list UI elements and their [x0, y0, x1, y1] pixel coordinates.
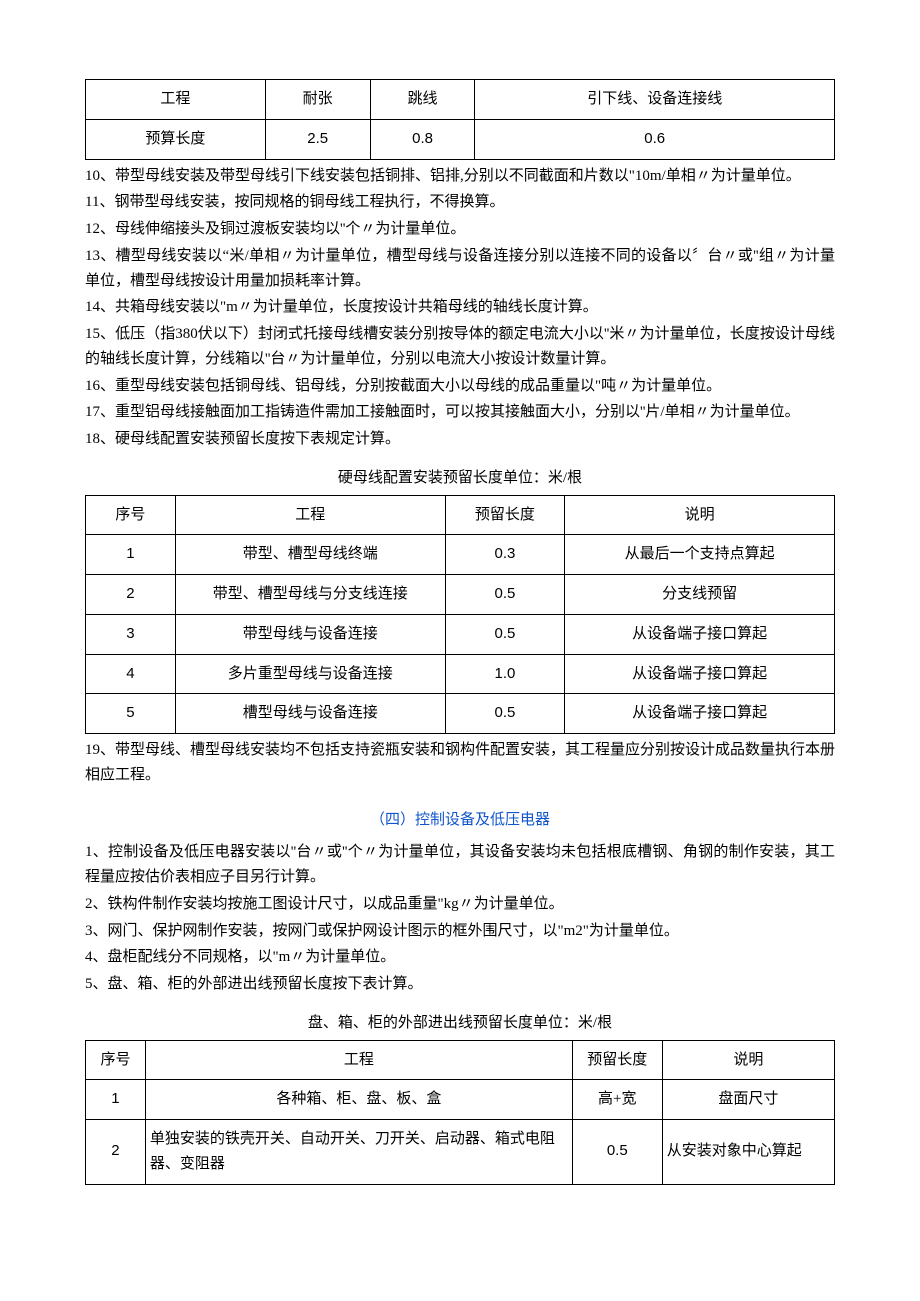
table-row: 4 多片重型母线与设备连接 1.0 从设备端子接口算起: [86, 654, 835, 694]
header-cell: 预留长度: [445, 495, 565, 535]
table-caption: 硬母线配置安装预留长度单位：米/根: [85, 466, 835, 491]
cell: 2: [86, 575, 176, 615]
cell: 0.8: [370, 119, 475, 159]
cell: 跳线: [370, 80, 475, 120]
table-header-row: 序号 工程 预留长度 说明: [86, 495, 835, 535]
paragraph: 4、盘柜配线分不同规格，以"m〃为计量单位。: [85, 945, 835, 970]
section-title: （四）控制设备及低压电器: [85, 808, 835, 833]
cell: 1: [86, 1080, 146, 1120]
cell: 0.5: [445, 575, 565, 615]
header-cell: 说明: [565, 495, 835, 535]
cell: 0.6: [475, 119, 835, 159]
header-cell: 序号: [86, 495, 176, 535]
paragraph: 19、带型母线、槽型母线安装均不包括支持瓷瓶安装和钢构件配置安装，其工程量应分别…: [85, 738, 835, 788]
paragraph: 17、重型铝母线接触面加工指铸造件需加工接触面时，可以按其接触面大小，分别以''…: [85, 400, 835, 425]
paragraph: 2、铁构件制作安装均按施工图设计尺寸，以成品重量"kg〃为计量单位。: [85, 892, 835, 917]
header-cell: 工程: [145, 1040, 572, 1080]
header-cell: 序号: [86, 1040, 146, 1080]
paragraph: 14、共箱母线安装以"m〃为计量单位，长度按设计共箱母线的轴线长度计算。: [85, 295, 835, 320]
cell: 从设备端子接口算起: [565, 614, 835, 654]
cell: 预算长度: [86, 119, 266, 159]
cell: 槽型母线与设备连接: [175, 694, 445, 734]
table-row: 1 各种箱、柜、盘、板、盒 高+宽 盘面尺寸: [86, 1080, 835, 1120]
paragraph: 12、母线伸缩接头及铜过渡板安装均以''个〃为计量单位。: [85, 217, 835, 242]
busbar-reserved-length-table: 序号 工程 预留长度 说明 1 带型、槽型母线终端 0.3 从最后一个支持点算起…: [85, 495, 835, 735]
table-row: 预算长度 2.5 0.8 0.6: [86, 119, 835, 159]
panel-reserved-length-table: 序号 工程 预留长度 说明 1 各种箱、柜、盘、板、盒 高+宽 盘面尺寸 2 单…: [85, 1040, 835, 1185]
table-row: 1 带型、槽型母线终端 0.3 从最后一个支持点算起: [86, 535, 835, 575]
cell: 多片重型母线与设备连接: [175, 654, 445, 694]
table-row: 工程 耐张 跳线 引下线、设备连接线: [86, 80, 835, 120]
table-header-row: 序号 工程 预留长度 说明: [86, 1040, 835, 1080]
cell: 0.5: [445, 614, 565, 654]
paragraph: 3、网门、保护网制作安装，按网门或保护网设计图示的框外围尺寸，以"m2"为计量单…: [85, 919, 835, 944]
paragraph: 18、硬母线配置安装预留长度按下表规定计算。: [85, 427, 835, 452]
header-cell: 工程: [175, 495, 445, 535]
table-row: 3 带型母线与设备连接 0.5 从设备端子接口算起: [86, 614, 835, 654]
cell: 带型母线与设备连接: [175, 614, 445, 654]
paragraph: 5、盘、箱、柜的外部进出线预留长度按下表计算。: [85, 972, 835, 997]
cell: 带型、槽型母线与分支线连接: [175, 575, 445, 615]
cell: 2.5: [265, 119, 370, 159]
cell: 从设备端子接口算起: [565, 694, 835, 734]
budget-length-table: 工程 耐张 跳线 引下线、设备连接线 预算长度 2.5 0.8 0.6: [85, 79, 835, 160]
paragraph: 13、槽型母线安装以“米/单相〃为计量单位，槽型母线与设备连接分别以连接不同的设…: [85, 244, 835, 294]
paragraph: 16、重型母线安装包括铜母线、铝母线，分别按截面大小以母线的成品重量以"吨〃为计…: [85, 374, 835, 399]
table-row: 5 槽型母线与设备连接 0.5 从设备端子接口算起: [86, 694, 835, 734]
cell: 0.5: [445, 694, 565, 734]
cell: 0.3: [445, 535, 565, 575]
header-cell: 说明: [662, 1040, 834, 1080]
cell: 各种箱、柜、盘、板、盒: [145, 1080, 572, 1120]
cell: 5: [86, 694, 176, 734]
cell: 工程: [86, 80, 266, 120]
table-row: 2 单独安装的铁壳开关、自动开关、刀开关、启动器、箱式电阻器、变阻器 0.5 从…: [86, 1120, 835, 1185]
cell: 从最后一个支持点算起: [565, 535, 835, 575]
paragraph: 10、带型母线安装及带型母线引下线安装包括铜排、铝排,分别以不同截面和片数以"1…: [85, 164, 835, 189]
table-row: 2 带型、槽型母线与分支线连接 0.5 分支线预留: [86, 575, 835, 615]
cell: 耐张: [265, 80, 370, 120]
cell: 从设备端子接口算起: [565, 654, 835, 694]
cell: 高+宽: [572, 1080, 662, 1120]
cell: 2: [86, 1120, 146, 1185]
cell: 单独安装的铁壳开关、自动开关、刀开关、启动器、箱式电阻器、变阻器: [145, 1120, 572, 1185]
cell: 1: [86, 535, 176, 575]
header-cell: 预留长度: [572, 1040, 662, 1080]
cell: 1.0: [445, 654, 565, 694]
cell: 引下线、设备连接线: [475, 80, 835, 120]
table-caption: 盘、箱、柜的外部进出线预留长度单位：米/根: [85, 1011, 835, 1036]
paragraph: 11、钢带型母线安装，按同规格的铜母线工程执行，不得换算。: [85, 190, 835, 215]
cell: 分支线预留: [565, 575, 835, 615]
paragraph: 1、控制设备及低压电器安装以''台〃或''个〃为计量单位，其设备安装均未包括根底…: [85, 840, 835, 890]
cell: 盘面尺寸: [662, 1080, 834, 1120]
cell: 0.5: [572, 1120, 662, 1185]
paragraph: 15、低压（指380伏以下）封闭式托接母线槽安装分别按导体的额定电流大小以''米…: [85, 322, 835, 372]
cell: 带型、槽型母线终端: [175, 535, 445, 575]
cell: 4: [86, 654, 176, 694]
cell: 从安装对象中心算起: [662, 1120, 834, 1185]
cell: 3: [86, 614, 176, 654]
